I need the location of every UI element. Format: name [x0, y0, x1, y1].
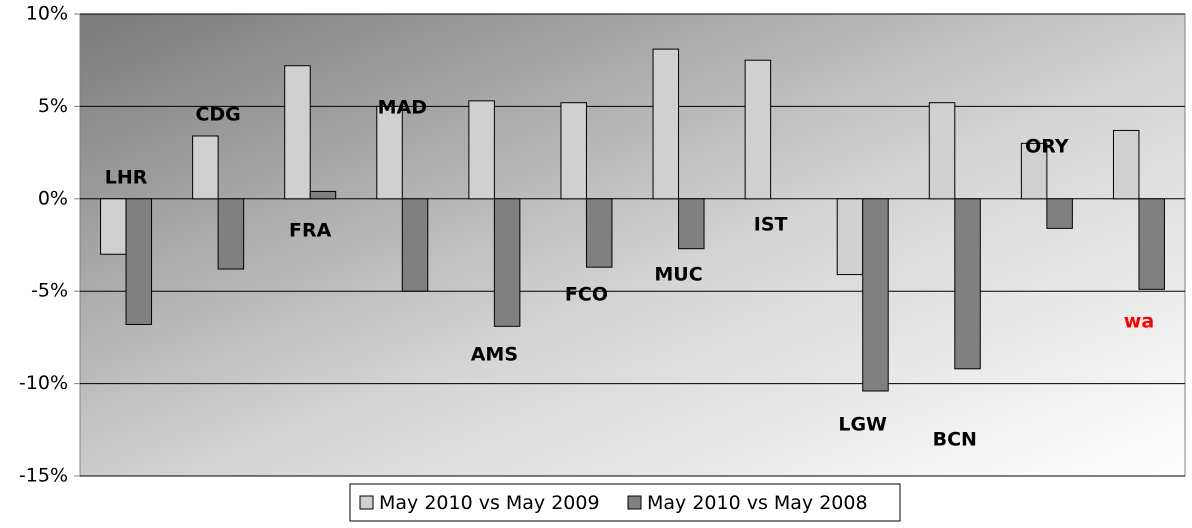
category-label: BCN	[933, 429, 977, 451]
category-label: AMS	[471, 344, 518, 366]
y-tick-label: -15%	[19, 465, 68, 487]
category-label: LHR	[105, 167, 148, 189]
y-tick-label: -5%	[31, 280, 68, 302]
plot-area	[79, 13, 1186, 477]
bar	[1112, 129, 1140, 200]
legend-label: May 2010 vs May 2009	[379, 492, 600, 514]
bar	[862, 198, 889, 392]
bar	[493, 198, 521, 327]
category-label: MAD	[378, 97, 427, 119]
bar	[468, 100, 495, 200]
legend-swatch	[627, 495, 642, 510]
legend-box	[349, 483, 901, 522]
category-label: LGW	[838, 414, 887, 436]
category-label: FRA	[289, 220, 332, 242]
bar	[585, 198, 613, 268]
bar	[309, 190, 337, 200]
bar	[744, 59, 772, 200]
bar	[560, 102, 587, 200]
bar	[836, 198, 864, 276]
y-tick-label: 5%	[38, 95, 68, 117]
bar	[928, 102, 956, 200]
y-tick-label: 10%	[26, 3, 68, 25]
bar	[100, 198, 127, 255]
y-tick-label: 0%	[38, 187, 68, 209]
category-label: IST	[754, 214, 788, 236]
bar	[217, 198, 245, 270]
bar	[1046, 198, 1073, 229]
bar	[401, 198, 429, 292]
category-label: MUC	[654, 264, 702, 286]
bar	[954, 198, 981, 370]
bar	[1020, 142, 1048, 200]
bar	[678, 198, 705, 250]
bar	[192, 135, 219, 200]
y-tick-label: -10%	[19, 372, 68, 394]
bar	[652, 48, 680, 200]
category-label: wa	[1124, 311, 1154, 333]
category-label: FCO	[565, 284, 608, 306]
category-label: CDG	[195, 104, 240, 126]
bar	[376, 105, 403, 200]
category-label: ORY	[1025, 136, 1069, 158]
legend-swatch	[359, 495, 374, 510]
legend-label: May 2010 vs May 2008	[647, 492, 868, 514]
bar	[125, 198, 153, 325]
bar	[1138, 198, 1165, 290]
bar	[284, 65, 311, 200]
